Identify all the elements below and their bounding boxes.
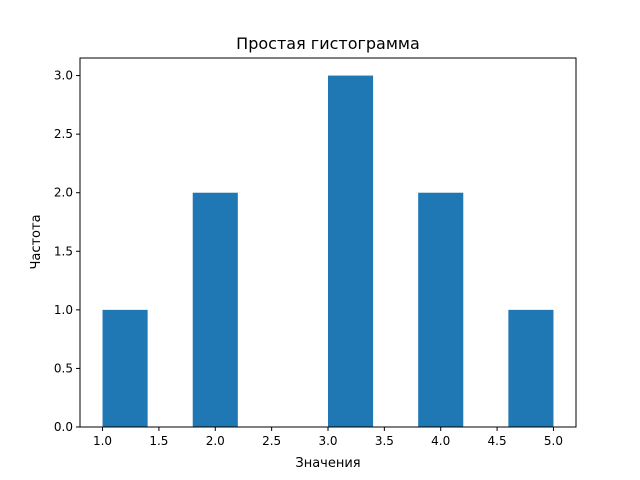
y-tick-label: 2.0: [54, 186, 73, 200]
x-tick-label: 4.0: [431, 434, 450, 448]
y-tick-label: 3.0: [54, 69, 73, 83]
x-tick-label: 3.5: [375, 434, 394, 448]
y-tick-label: 1.0: [54, 303, 73, 317]
histogram-bar: [508, 309, 554, 427]
x-tick-label: 4.5: [488, 434, 507, 448]
bars: [102, 75, 554, 428]
y-ticks: 0.0 0.5 1.0 1.5 2.0 2.5 3.0: [54, 69, 80, 434]
x-tick-label: 3.0: [318, 434, 337, 448]
x-tick-label: 2.0: [206, 434, 225, 448]
chart-title: Простая гистограмма: [236, 34, 420, 53]
y-axis-label: Частота: [29, 214, 44, 269]
histogram-bar: [192, 192, 238, 427]
x-ticks: 1.0 1.5 2.0 2.5 3.0 3.5 4.0 4.5 5.0: [93, 427, 563, 448]
x-tick-label: 1.5: [149, 434, 168, 448]
x-tick-label: 2.5: [262, 434, 281, 448]
y-tick-label: 0.0: [54, 420, 73, 434]
x-axis-label: Значения: [295, 456, 360, 471]
y-tick-label: 2.5: [54, 127, 73, 141]
y-tick-label: 0.5: [54, 361, 73, 375]
histogram-bar: [328, 75, 374, 428]
x-tick-label: 5.0: [544, 434, 563, 448]
x-tick-label: 1.0: [93, 434, 112, 448]
plot-frame: [79, 57, 577, 428]
y-tick-label: 1.5: [54, 244, 73, 258]
histogram-bar: [418, 192, 464, 427]
histogram-bar: [102, 309, 148, 427]
